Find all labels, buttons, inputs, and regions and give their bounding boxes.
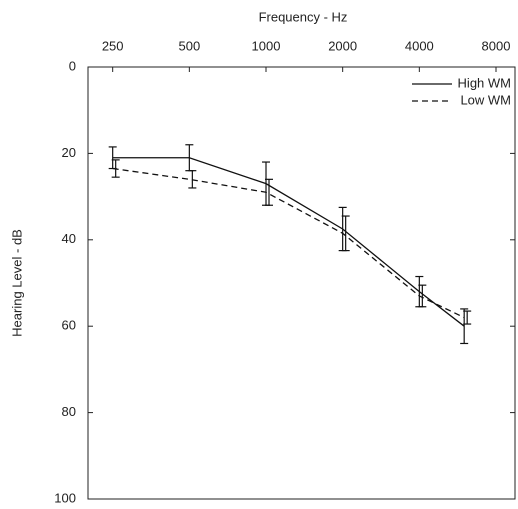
y-tick-label: 100 (54, 490, 76, 505)
legend-label: Low WM (460, 92, 511, 107)
error-bar (341, 215, 350, 252)
y-tick-label: 40 (62, 231, 76, 246)
error-bar (111, 159, 120, 178)
x-tick-label: 1000 (252, 38, 281, 53)
x-tick-label: 500 (178, 38, 200, 53)
y-tick-label: 60 (62, 318, 76, 333)
legend-label: High WM (458, 75, 511, 90)
x-tick-label: 4000 (405, 38, 434, 53)
y-axis-title: Hearing Level - dB (9, 229, 24, 337)
y-tick-label: 20 (62, 145, 76, 160)
x-tick-label: 2000 (328, 38, 357, 53)
x-tick-label: 8000 (482, 38, 511, 53)
error-bar (418, 284, 427, 308)
error-bar (188, 170, 197, 189)
error-bar (460, 308, 469, 345)
error-bar (463, 310, 472, 325)
x-tick-label: 250 (102, 38, 124, 53)
error-bar (265, 178, 274, 206)
y-tick-label: 80 (62, 404, 76, 419)
series-line (112, 167, 465, 319)
x-axis-title: Frequency - Hz (259, 9, 348, 24)
plot-frame (87, 66, 516, 500)
series-line (112, 157, 465, 327)
y-tick-label: 0 (69, 58, 76, 73)
